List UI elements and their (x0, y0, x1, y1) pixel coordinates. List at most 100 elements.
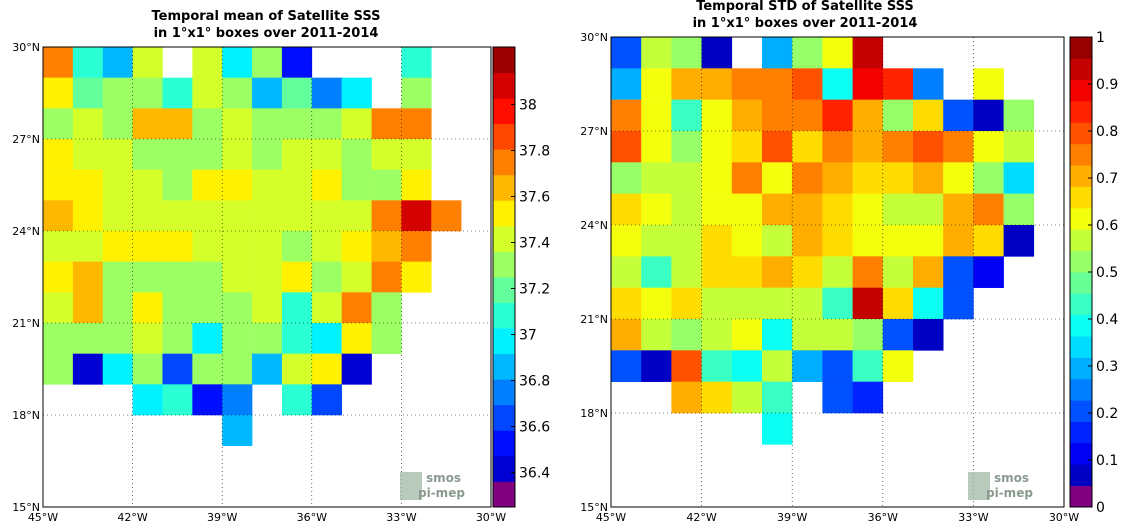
heatmap-cell (822, 287, 853, 320)
heatmap-cell (792, 37, 823, 69)
heatmap-cells (43, 47, 462, 446)
heatmap-cell (371, 169, 402, 201)
heatmap-cell (913, 68, 944, 100)
heatmap-cell (192, 292, 223, 324)
colorbar-tick-label: 36.4 (519, 466, 550, 482)
heatmap-cell (341, 323, 372, 354)
heatmap-cell (72, 169, 104, 201)
heatmap-cell (852, 193, 884, 226)
y-tick-label: 15°N (580, 501, 608, 514)
heatmap-cell (341, 231, 372, 262)
heatmap-cell (341, 261, 372, 293)
y-tick-label: 15°N (12, 501, 40, 514)
heatmap-cell (671, 381, 702, 414)
heatmap-cell (132, 169, 163, 201)
heatmap-cell (943, 225, 974, 257)
chart-subtitle: in 1°x1° boxes over 2011-2014 (154, 26, 379, 41)
logo: smos pi-mep (400, 471, 465, 500)
y-tick-label: 27°N (580, 125, 608, 138)
colorbar: 1 0.9 0.8 0.7 0.6 0.5 0.4 0.3 0.2 0.1 0 (1069, 30, 1118, 516)
heatmap-cell (611, 256, 642, 288)
heatmap-cell (641, 131, 672, 163)
colorbar-segment (493, 302, 515, 329)
heatmap-cell (611, 287, 642, 320)
heatmap-cell (72, 353, 104, 385)
heatmap-cell (792, 162, 823, 194)
heatmap-cell (222, 384, 253, 416)
heatmap-cell (102, 108, 133, 140)
heatmap-cell (882, 193, 914, 226)
heatmap-cell (731, 256, 763, 288)
heatmap-cell (252, 169, 283, 201)
heatmap-cell (192, 323, 223, 354)
heatmap-cell (252, 200, 283, 232)
heatmap-cell (281, 384, 313, 416)
colorbar-tick-label: 0.9 (1096, 77, 1118, 93)
heatmap-cell (43, 139, 74, 170)
colorbar-segment (493, 174, 515, 201)
heatmap-cell (973, 99, 1004, 132)
heatmap-cell (102, 231, 133, 262)
heatmap-cell (671, 37, 702, 69)
colorbar-segment (1070, 293, 1092, 316)
heatmap-cell (913, 193, 944, 226)
heatmap-cell (973, 68, 1004, 100)
heatmap-cell (222, 200, 253, 232)
heatmap-cell (913, 225, 944, 257)
colorbar-frame (492, 46, 516, 508)
x-tick-label: 45°W (28, 511, 58, 524)
colorbar-segment (493, 404, 515, 431)
heatmap-cell (192, 261, 223, 293)
heatmap-cell (852, 381, 884, 414)
heatmap-cell (162, 77, 193, 109)
heatmap-cell (882, 68, 914, 100)
heatmap-cell (222, 323, 253, 354)
heatmap-cell (792, 256, 823, 288)
heatmap-cell (641, 99, 672, 132)
colorbar-segment (493, 277, 515, 303)
heatmap-cell (43, 169, 74, 201)
heatmap-cell (222, 169, 253, 201)
heatmap-cell (882, 225, 914, 257)
heatmap-cell (731, 131, 763, 163)
heatmap-cell (913, 162, 944, 194)
heatmap-cell (792, 287, 823, 320)
chart-subtitle: in 1°x1° boxes over 2011-2014 (693, 16, 918, 31)
heatmap-cell (132, 323, 163, 354)
colorbar-segment (1070, 357, 1092, 380)
heatmap-cell (192, 47, 223, 78)
heatmap-cell (341, 200, 372, 232)
heatmap-cell (222, 77, 253, 109)
heatmap-cell (72, 231, 104, 262)
heatmap-cell (102, 200, 133, 232)
heatmap-cell (762, 68, 793, 100)
plot-frame (610, 36, 1065, 508)
heatmap-cell (252, 231, 283, 262)
heatmap-cell (641, 193, 672, 226)
heatmap-cell (102, 169, 133, 201)
heatmap-cell (281, 353, 313, 385)
heatmap-cell (252, 353, 283, 385)
colorbar-tick-label: 37 (519, 328, 537, 344)
heatmap-cell (973, 162, 1004, 194)
heatmap-cell (192, 108, 223, 140)
heatmap-cell (822, 68, 853, 100)
colorbar-segment (1070, 207, 1092, 230)
heatmap-cell (822, 162, 853, 194)
x-tick-label: 42°W (117, 511, 147, 524)
heatmap-cell (371, 139, 402, 170)
heatmap-cell (311, 353, 342, 385)
heatmap-cell (762, 350, 793, 382)
heatmap-cell (852, 162, 884, 194)
heatmap-cell (701, 131, 733, 163)
heatmap-cell (882, 131, 914, 163)
heatmap-cell (162, 323, 193, 354)
logo: smos pi-mep (968, 471, 1033, 500)
colorbar-segment (1070, 314, 1092, 337)
heatmap-cell (822, 225, 853, 257)
heatmap-cell (943, 193, 974, 226)
heatmap-cell (162, 261, 193, 293)
colorbar-segment (493, 98, 515, 125)
y-tick-label: 30°N (12, 41, 40, 54)
chart-title: Temporal mean of Satellite SSS (152, 9, 381, 24)
